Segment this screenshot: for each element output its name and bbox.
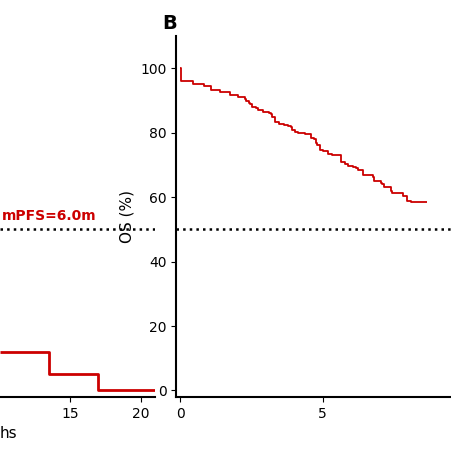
Text: mPFS=6.0m: mPFS=6.0m <box>1 209 96 223</box>
Y-axis label: OS (%): OS (%) <box>120 190 134 243</box>
Text: B: B <box>162 14 177 33</box>
X-axis label: hs: hs <box>0 426 18 441</box>
